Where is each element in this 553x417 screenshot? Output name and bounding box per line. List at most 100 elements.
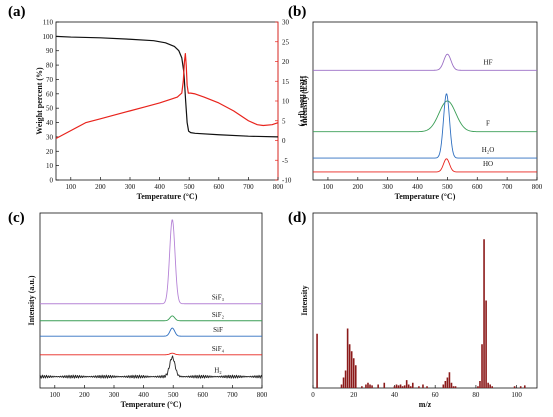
series-line bbox=[40, 352, 262, 356]
bar bbox=[354, 365, 357, 388]
bar bbox=[448, 372, 451, 388]
y-tick-label: 100 bbox=[43, 33, 54, 41]
panel-label: (c) bbox=[8, 210, 25, 226]
bar bbox=[342, 377, 345, 388]
y-tick-label: 40 bbox=[46, 119, 54, 127]
panel-a: (a) 0 10 20 30 40 50 60 70 80 90 100 110 -10 -5 0 5 10 15 2… bbox=[8, 4, 307, 201]
bar bbox=[491, 386, 493, 388]
y-tick-label: 80 bbox=[46, 62, 54, 70]
x-axis-title: Temperature (°C) bbox=[395, 192, 456, 201]
y2-tick-label: -5 bbox=[282, 157, 288, 165]
x-tick-label: 800 bbox=[532, 183, 543, 191]
bar bbox=[442, 384, 445, 388]
y-tick-label: 60 bbox=[46, 90, 54, 98]
bar bbox=[487, 382, 489, 388]
series-label: SiF bbox=[213, 326, 223, 334]
bar bbox=[479, 381, 481, 388]
bar bbox=[365, 384, 367, 388]
x-tick-label: 0 bbox=[311, 391, 315, 399]
bar bbox=[519, 386, 522, 388]
bar bbox=[513, 386, 516, 388]
y-tick-label: 30 bbox=[46, 133, 54, 141]
y-tick-label: 50 bbox=[46, 105, 54, 113]
panel-b-frame bbox=[312, 21, 538, 181]
bar bbox=[350, 351, 353, 388]
y-tick-label: 110 bbox=[43, 19, 54, 27]
y2-tick-label: 10 bbox=[282, 98, 290, 106]
x-tick-label: 200 bbox=[95, 183, 106, 191]
bar bbox=[481, 344, 483, 388]
bar bbox=[450, 382, 453, 388]
bar bbox=[361, 386, 363, 388]
panel-label: (d) bbox=[288, 210, 306, 226]
y-tick-label: 0 bbox=[50, 177, 54, 185]
bar bbox=[477, 386, 479, 388]
series-label: H₂O bbox=[482, 146, 495, 154]
x-tick-label: 60 bbox=[432, 391, 440, 399]
y2-tick-label: 30 bbox=[282, 19, 290, 27]
bar bbox=[352, 358, 355, 388]
x-tick-label: 100 bbox=[50, 391, 61, 399]
x-tick-label: 700 bbox=[227, 391, 238, 399]
y2-axis-title: Heat flow (μV) bbox=[298, 76, 307, 127]
bar bbox=[395, 384, 398, 388]
x-tick-label: 600 bbox=[472, 183, 483, 191]
bar bbox=[454, 386, 457, 388]
series-line bbox=[40, 315, 262, 322]
bar bbox=[316, 333, 318, 388]
x-tick-label: 400 bbox=[154, 183, 165, 191]
y2-tick-label: 20 bbox=[282, 58, 290, 66]
bar bbox=[397, 385, 400, 388]
bar bbox=[483, 239, 485, 388]
y2-tick-label: 15 bbox=[282, 78, 290, 86]
y-axis-title: Intensity (a.u.) bbox=[300, 76, 309, 126]
y2-tick-label: 0 bbox=[282, 137, 286, 145]
bar bbox=[407, 384, 410, 388]
bar bbox=[418, 386, 420, 388]
bar bbox=[489, 384, 491, 388]
series-label: SiF₂ bbox=[212, 311, 225, 319]
x-tick-label: 600 bbox=[198, 391, 209, 399]
bar bbox=[371, 385, 373, 388]
y-tick-label: 20 bbox=[46, 148, 54, 156]
bar bbox=[403, 385, 406, 388]
bar bbox=[401, 386, 404, 388]
bar bbox=[344, 370, 347, 388]
series-line bbox=[40, 327, 262, 337]
x-axis-title: Temperature (°C) bbox=[121, 400, 182, 409]
bar bbox=[446, 377, 449, 388]
series-weight bbox=[55, 35, 279, 138]
bar bbox=[411, 382, 414, 388]
x-tick-label: 700 bbox=[502, 183, 513, 191]
series-label: HF bbox=[484, 58, 493, 66]
panel-c: (c) 100 200 300 400 500 600 700 800 Temperature (… bbox=[8, 210, 268, 409]
panel-c-frame bbox=[39, 212, 263, 389]
x-tick-label: 700 bbox=[243, 183, 254, 191]
series-line bbox=[39, 355, 263, 379]
bar bbox=[426, 386, 428, 388]
y-axis-title: Intensity (a.u.) bbox=[27, 275, 36, 325]
panel-d-frame bbox=[312, 212, 538, 389]
bar bbox=[383, 382, 386, 388]
series-line bbox=[313, 93, 537, 159]
x-axis-title: m/z bbox=[419, 400, 432, 409]
series-label: HO bbox=[483, 160, 493, 168]
x-tick-label: 500 bbox=[442, 183, 453, 191]
x-tick-label: 300 bbox=[382, 183, 393, 191]
series-label: H₂ bbox=[214, 367, 222, 375]
y-tick-label: 90 bbox=[46, 47, 54, 55]
bar bbox=[523, 385, 526, 388]
x-tick-label: 800 bbox=[273, 183, 284, 191]
y2-tick-label: -10 bbox=[282, 177, 292, 185]
x-tick-label: 200 bbox=[353, 183, 364, 191]
bar bbox=[377, 384, 379, 388]
x-tick-label: 400 bbox=[412, 183, 423, 191]
series-label: SiF₄ bbox=[212, 345, 225, 353]
y-axis-title: Weight percent (%) bbox=[35, 67, 44, 135]
series-line bbox=[313, 100, 537, 133]
bar bbox=[393, 386, 396, 388]
x-tick-label: 300 bbox=[109, 391, 120, 399]
y2-tick-label: 25 bbox=[282, 38, 290, 46]
x-tick-label: 500 bbox=[168, 391, 179, 399]
